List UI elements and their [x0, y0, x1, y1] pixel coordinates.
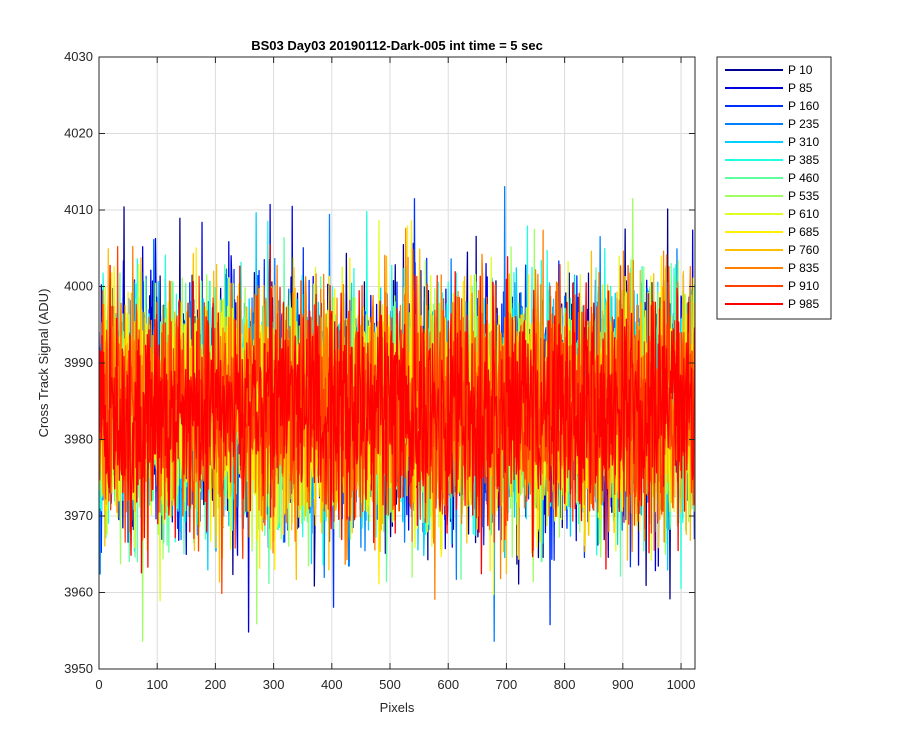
legend-label: P 385 [788, 153, 819, 167]
y-tick-label: 3990 [64, 355, 93, 370]
legend-label: P 160 [788, 99, 819, 113]
legend-box [716, 56, 832, 320]
chart-title: BS03 Day03 20190112-Dark-005 int time = … [251, 38, 543, 53]
legend-label: P 685 [788, 225, 819, 239]
y-tick-label: 4010 [64, 202, 93, 217]
x-tick-label: 400 [321, 677, 343, 692]
y-tick-label: 3970 [64, 508, 93, 523]
y-tick-label: 3960 [64, 585, 93, 600]
x-tick-label: 100 [146, 677, 168, 692]
x-axis-label: Pixels [380, 700, 415, 715]
x-tick-label: 900 [612, 677, 634, 692]
legend-label: P 535 [788, 189, 819, 203]
y-axis-label: Cross Track Signal (ADU) [36, 289, 51, 438]
legend-label: P 85 [788, 81, 813, 95]
x-tick-label: 200 [205, 677, 227, 692]
legend: P 10 P 85 P 160 P 235 P 310 P 385 P 460 P 535 P … [716, 56, 832, 320]
x-tick-label: 300 [263, 677, 285, 692]
legend-label: P 835 [788, 261, 819, 275]
legend-label: P 910 [788, 279, 819, 293]
x-tick-label: 800 [554, 677, 576, 692]
legend-label: P 310 [788, 135, 819, 149]
x-tick-label: 600 [437, 677, 459, 692]
legend-label: P 610 [788, 207, 819, 221]
legend-label: P 760 [788, 243, 819, 257]
y-tick-label: 4020 [64, 126, 93, 141]
x-tick-label: 0 [95, 677, 102, 692]
y-tick-label: 4030 [64, 49, 93, 64]
legend-label: P 235 [788, 117, 819, 131]
legend-label: P 10 [788, 63, 813, 77]
x-tick-label: 1000 [667, 677, 696, 692]
x-tick-label: 500 [379, 677, 401, 692]
series-line [99, 244, 695, 575]
x-tick-label: 700 [496, 677, 518, 692]
y-tick-label: 3950 [64, 661, 93, 676]
y-tick-label: 3980 [64, 432, 93, 447]
axis-ticks: 0 100 200 300 400 500 600 700 800 900 1000 3950 3960… [64, 49, 695, 692]
legend-label: P 985 [788, 297, 819, 311]
legend-label: P 460 [788, 171, 819, 185]
y-tick-label: 4000 [64, 279, 93, 294]
series-lines [99, 186, 695, 642]
